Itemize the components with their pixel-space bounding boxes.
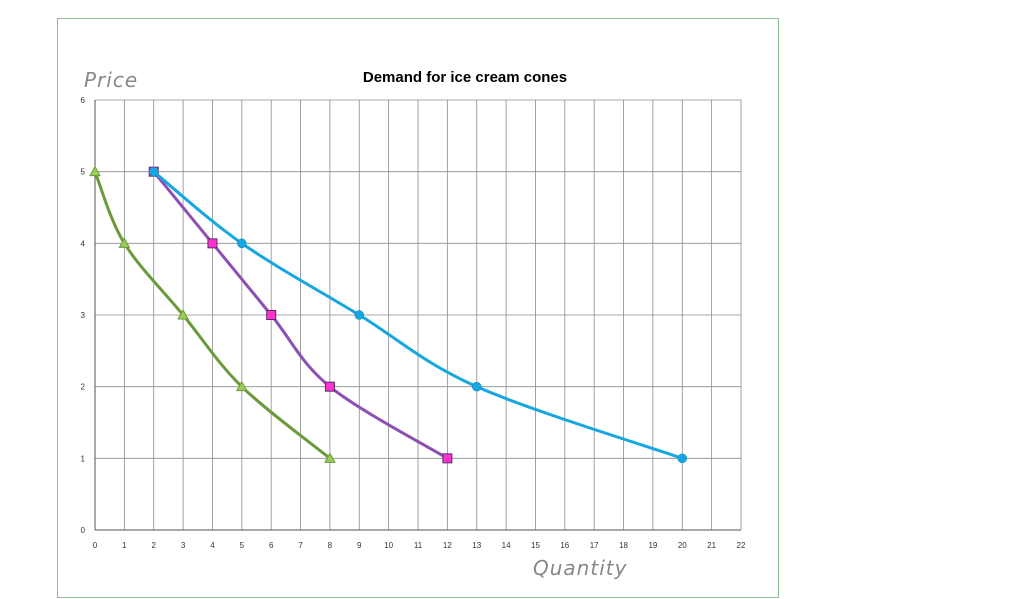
x-tick-label: 6 bbox=[269, 541, 274, 550]
y-tick-label: 0 bbox=[81, 526, 86, 535]
x-tick-label: 5 bbox=[240, 541, 245, 550]
demand-chart: Demand for ice cream cones Price Quantit… bbox=[81, 68, 746, 580]
y-tick-label: 2 bbox=[81, 383, 86, 392]
data-point bbox=[324, 381, 335, 392]
data-point bbox=[235, 380, 248, 392]
data-point bbox=[354, 310, 365, 320]
y-tick-label: 4 bbox=[81, 239, 86, 248]
data-point bbox=[237, 238, 247, 249]
chart-frame: Demand for ice cream cones Price Quantit… bbox=[57, 18, 779, 598]
x-tick-label: 11 bbox=[414, 541, 423, 550]
data-point bbox=[177, 308, 189, 320]
y-axis-label: Price bbox=[84, 68, 138, 92]
series-line bbox=[152, 170, 684, 460]
x-tick-label: 19 bbox=[648, 541, 657, 550]
x-tick-label: 12 bbox=[443, 541, 452, 550]
data-point bbox=[471, 381, 482, 392]
y-tick-label: 6 bbox=[81, 96, 86, 105]
data-point bbox=[118, 237, 131, 248]
x-tick-label: 9 bbox=[357, 541, 362, 550]
x-tick-label: 17 bbox=[590, 541, 599, 550]
data-point bbox=[266, 310, 277, 320]
chart-title: Demand for ice cream cones bbox=[363, 69, 567, 86]
x-tick-label: 4 bbox=[210, 541, 215, 550]
x-tick-label: 7 bbox=[298, 541, 303, 550]
series-1 bbox=[89, 165, 336, 463]
data-point bbox=[324, 452, 336, 463]
y-tick-label: 5 bbox=[81, 168, 86, 177]
data-point bbox=[148, 166, 159, 177]
x-tick-label: 3 bbox=[181, 541, 186, 550]
data-point bbox=[442, 453, 453, 464]
x-tick-label: 16 bbox=[560, 541, 569, 550]
series-3 bbox=[148, 166, 688, 464]
series-layer bbox=[89, 165, 688, 464]
y-tick-label: 1 bbox=[81, 454, 86, 463]
x-tick-label: 22 bbox=[737, 541, 746, 550]
grid bbox=[94, 99, 742, 531]
data-point bbox=[207, 238, 218, 249]
x-tick-label: 15 bbox=[531, 541, 540, 550]
axis-ticks: 0 1 2 3 4 5 6 7 8 9 10 11 12 13 14 15 16 17 18 19 20 21 220123… bbox=[81, 96, 746, 550]
data-point bbox=[89, 165, 101, 177]
x-tick-label: 20 bbox=[678, 541, 687, 550]
data-point bbox=[677, 453, 688, 464]
y-tick-label: 3 bbox=[81, 311, 86, 320]
x-tick-label: 8 bbox=[328, 541, 333, 550]
x-axis-label: Quantity bbox=[533, 556, 628, 580]
x-tick-label: 1 bbox=[122, 541, 127, 550]
x-tick-label: 18 bbox=[619, 541, 628, 550]
x-tick-label: 2 bbox=[152, 541, 157, 550]
x-tick-label: 10 bbox=[384, 541, 393, 550]
x-tick-label: 14 bbox=[502, 541, 511, 550]
x-tick-label: 21 bbox=[707, 541, 716, 550]
x-tick-label: 13 bbox=[472, 541, 481, 550]
x-tick-label: 0 bbox=[93, 541, 98, 550]
